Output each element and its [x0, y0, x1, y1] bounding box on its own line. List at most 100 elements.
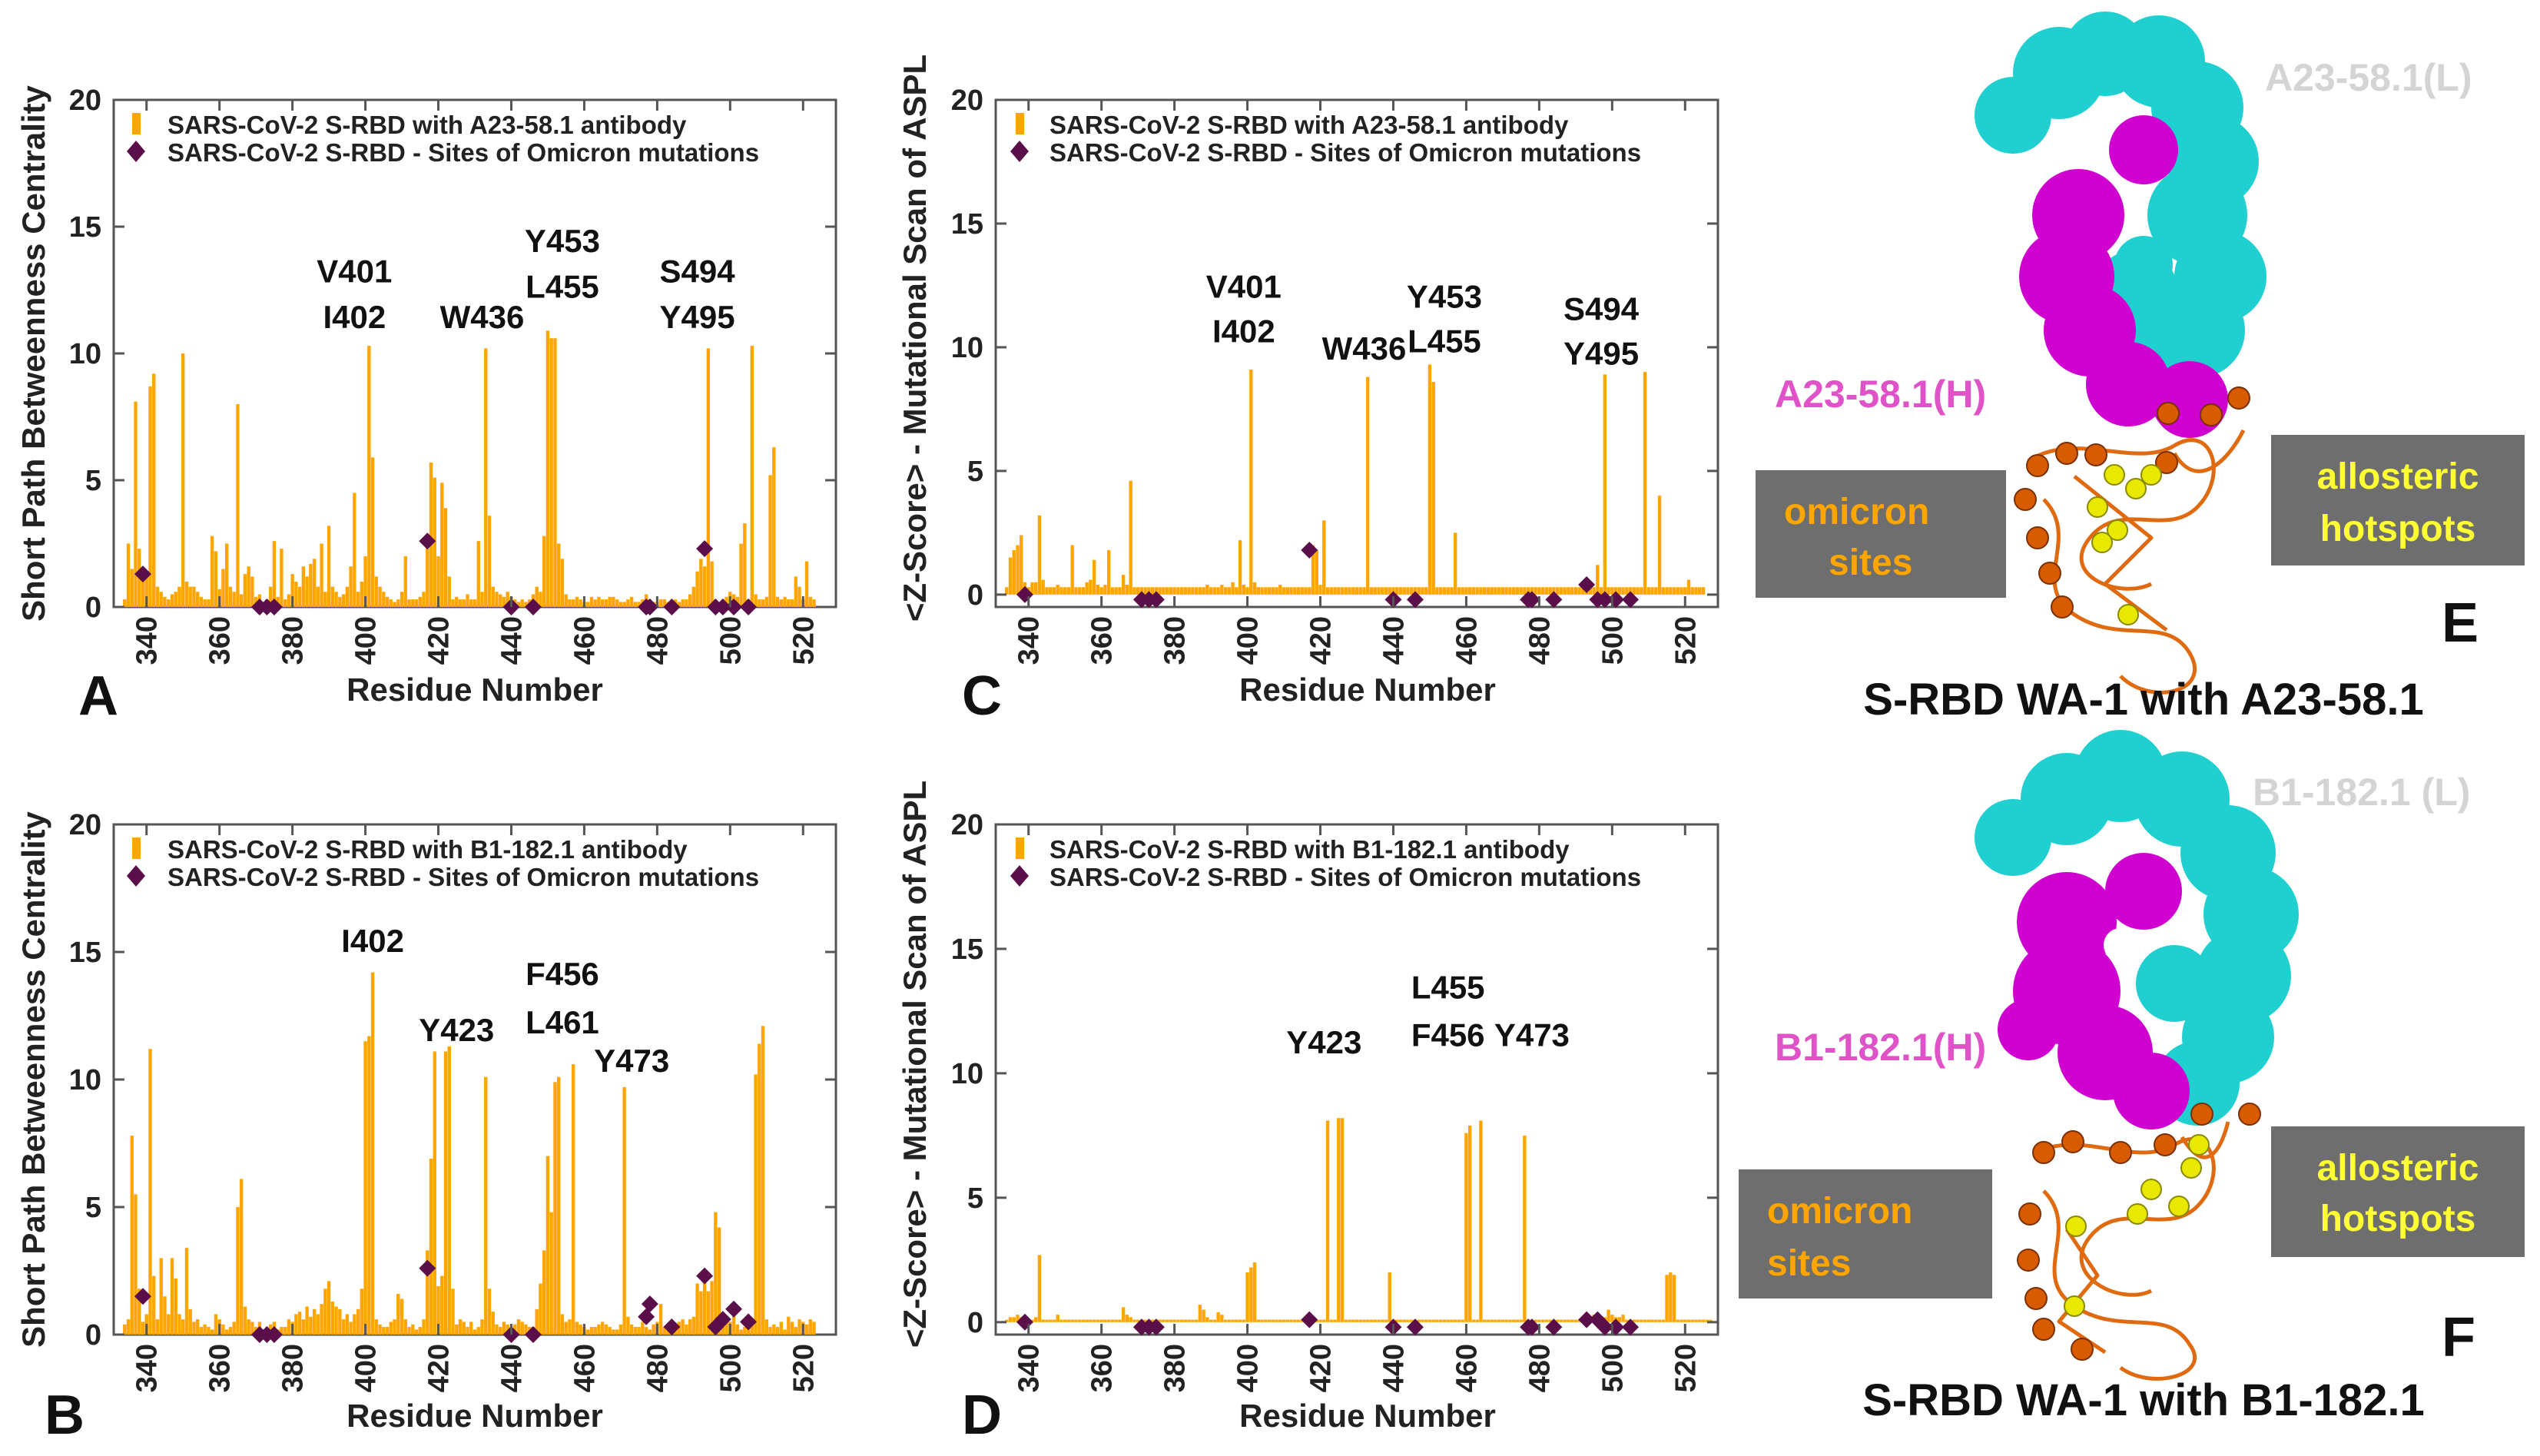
bar-c-res-458 [1457, 587, 1461, 595]
bar-a-res-342 [152, 373, 156, 607]
bar-c-res-346 [1049, 587, 1053, 595]
bar-a-res-502 [735, 596, 739, 607]
bar-c-res-443 [1402, 587, 1406, 595]
bar-b-res-441 [513, 1324, 517, 1335]
bar-c-res-369 [1132, 587, 1136, 595]
y-tick-label-b-10: 10 [69, 1064, 101, 1096]
bar-b-res-382 [297, 1312, 302, 1335]
panel-letter-b: B [45, 1385, 85, 1446]
bar-c-res-508 [1640, 587, 1643, 595]
bar-b-res-355 [199, 1327, 204, 1335]
omicron-marker-a-res-505 [740, 599, 758, 615]
bar-a-res-450 [545, 330, 550, 607]
bar-a-res-389 [323, 592, 327, 607]
bar-d-res-434 [1369, 1319, 1374, 1322]
bar-d-res-462 [1471, 1319, 1476, 1322]
x-tick-label-a-520: 520 [788, 616, 820, 665]
bar-c-res-439 [1388, 587, 1391, 595]
omicron-site-spheres-f [2017, 1103, 2261, 1361]
bar-c-res-488 [1567, 587, 1570, 595]
bar-d-res-349 [1059, 1319, 1063, 1322]
y-tick-label-c-0: 0 [967, 579, 983, 612]
bar-a-res-398 [356, 592, 360, 607]
bar-c-res-498 [1603, 374, 1607, 595]
bar-a-res-350 [181, 353, 185, 607]
bar-a-res-521 [804, 561, 809, 607]
bar-c-res-337 [1016, 545, 1020, 595]
bar-d-res-410 [1282, 1319, 1286, 1322]
bar-a-res-509 [761, 599, 765, 607]
bar-a-res-474 [633, 602, 638, 607]
bar-d-res-355 [1081, 1319, 1086, 1322]
bar-b-res-378 [283, 1327, 287, 1335]
bar-b-res-481 [658, 1304, 663, 1335]
bar-b-res-463 [593, 1327, 597, 1335]
bar-a-res-427 [462, 599, 466, 607]
bar-d-res-405 [1264, 1319, 1268, 1322]
bar-d-res-480 [1537, 1319, 1541, 1322]
bar-b-res-518 [794, 1327, 797, 1335]
x-tick-label-b-340: 340 [131, 1344, 164, 1392]
bar-c-res-477 [1526, 587, 1530, 595]
bar-b-res-407 [389, 1322, 393, 1335]
bar-c-res-448 [1421, 587, 1424, 595]
bar-c-res-524 [1698, 587, 1702, 595]
bar-c-res-420 [1318, 585, 1322, 595]
bar-b-res-416 [422, 1319, 426, 1335]
bar-c-res-365 [1118, 587, 1122, 595]
x-tick-label-b-440: 440 [496, 1344, 528, 1392]
bar-b-res-487 [681, 1319, 685, 1335]
bar-c-res-345 [1045, 587, 1049, 595]
bar-a-res-339 [141, 571, 145, 607]
bar-a-res-415 [418, 596, 422, 607]
omicron-markers-d [1016, 1311, 1640, 1336]
bar-a-res-386 [312, 559, 317, 607]
bar-c-res-410 [1282, 587, 1286, 595]
bar-d-res-364 [1114, 1319, 1118, 1322]
bar-d-res-335 [1008, 1317, 1013, 1322]
bar-c-res-432 [1362, 587, 1366, 595]
bar-c-res-486 [1559, 587, 1563, 595]
x-tick-label-c-420: 420 [1305, 616, 1338, 665]
bar-b-res-443 [520, 1322, 524, 1335]
omicron-marker-a-res-484 [663, 599, 681, 615]
bar-c-res-350 [1063, 587, 1067, 595]
bar-a-res-407 [389, 599, 393, 607]
bar-c-res-401 [1249, 369, 1253, 595]
y-tick-label-a-20: 20 [69, 85, 101, 117]
bar-c-res-421 [1322, 520, 1326, 595]
bar-c-res-393 [1220, 585, 1224, 595]
bar-c-res-483 [1548, 587, 1552, 595]
bar-b-res-417 [426, 1250, 429, 1335]
bar-d-res-489 [1570, 1319, 1574, 1322]
structure-title-e: S-RBD WA-1 with A23-58.1 [1863, 675, 2423, 725]
bar-b-res-398 [356, 1308, 360, 1335]
y-tick-label-b-15: 15 [69, 937, 101, 969]
omicron-marker-d-res-375 [1147, 1318, 1165, 1336]
x-tick-label-b-460: 460 [569, 1344, 601, 1392]
bar-b-res-465 [600, 1322, 605, 1335]
bar-d-res-403 [1256, 1319, 1260, 1322]
bar-d-res-502 [1617, 1317, 1621, 1322]
bar-a-res-487 [681, 599, 685, 607]
bar-b-res-381 [294, 1314, 298, 1335]
bar-b-res-516 [787, 1316, 791, 1335]
annotation-a-y453: Y453 [525, 223, 600, 259]
bar-a-res-488 [685, 599, 688, 607]
bar-d-res-511 [1650, 1319, 1654, 1322]
omicron-marker-a-res-493 [696, 540, 714, 558]
bar-a-res-458 [575, 596, 579, 607]
bar-b-res-512 [772, 1324, 776, 1335]
bar-d-res-469 [1497, 1319, 1501, 1322]
legend-d: SARS-CoV-2 S-RBD with B1-182.1 antibody … [1010, 835, 1641, 891]
allosteric-box-line2-e: hotspots [2320, 509, 2476, 549]
bar-a-res-453 [557, 543, 561, 607]
structure-panel-e: omicron sites allosteric hotspots A23-58… [1756, 12, 2525, 725]
omicron-marker-b-res-478 [641, 1295, 658, 1313]
bar-c-res-363 [1110, 587, 1115, 595]
annotation-a-v401: V401 [317, 254, 392, 290]
allosteric-hotspot-spheres-f [2064, 1134, 2210, 1317]
bar-d-res-522 [1690, 1319, 1694, 1322]
omicron-marker-c-res-446 [1406, 591, 1424, 609]
